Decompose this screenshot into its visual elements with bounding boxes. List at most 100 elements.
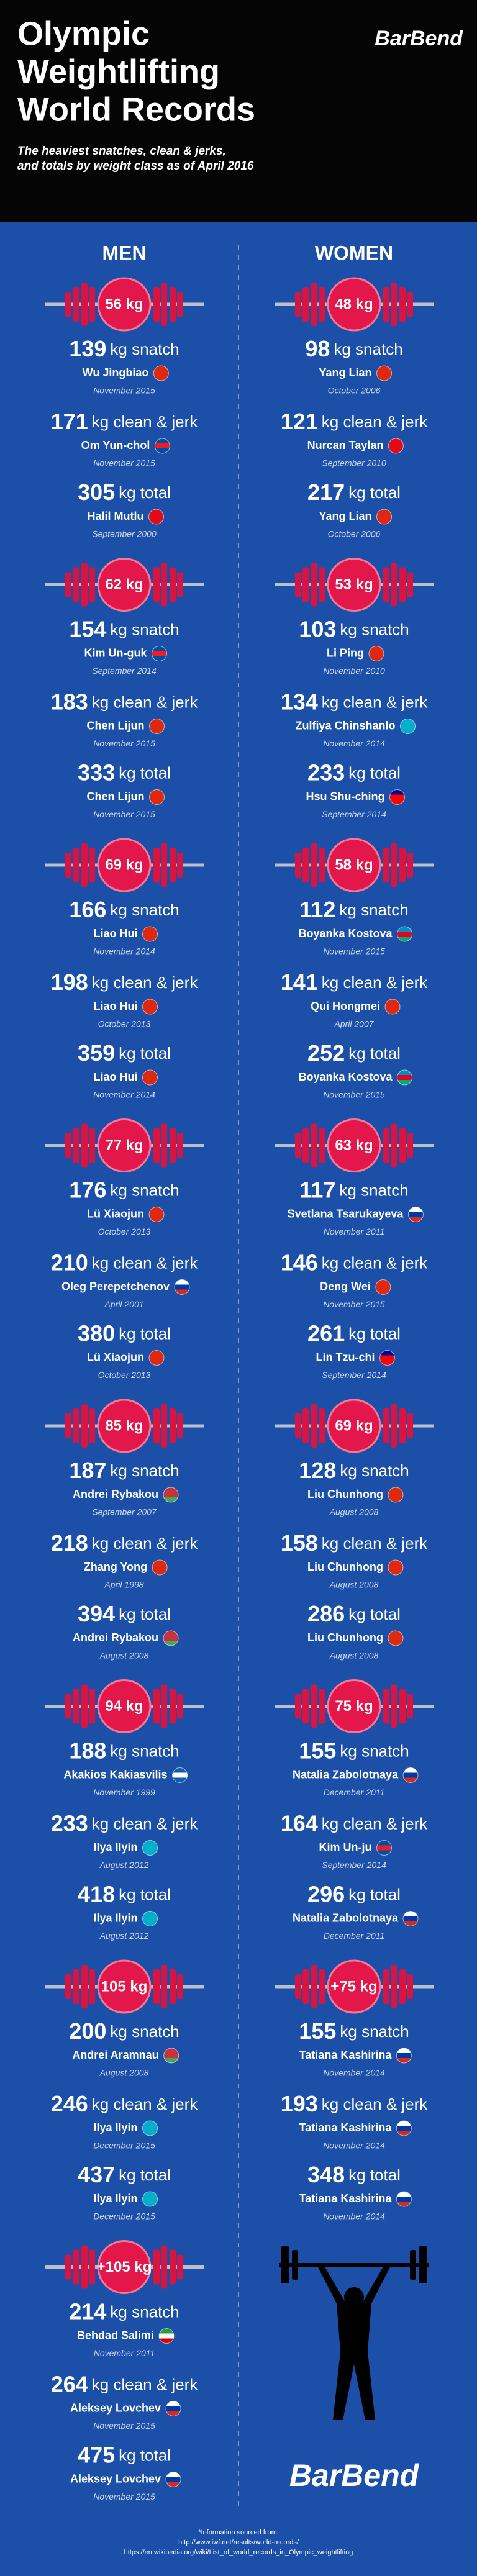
weight-class: 85 kg 187 kg snatch Andrei Rybakou September… bbox=[45, 1399, 204, 1661]
barbell-plate bbox=[161, 563, 167, 607]
flag-stripe bbox=[149, 1355, 164, 1361]
class-label: 63 kg bbox=[335, 1137, 373, 1154]
barbell-plate bbox=[65, 1974, 71, 1999]
barbell-plate bbox=[302, 1128, 309, 1163]
barbell-plate bbox=[153, 2249, 160, 2285]
record-date: October 2006 bbox=[328, 386, 381, 396]
flag bbox=[148, 509, 164, 524]
flag bbox=[149, 789, 165, 805]
athlete-name: Liao Hui bbox=[94, 927, 138, 940]
record-lift: kg snatch bbox=[110, 1181, 179, 1199]
barbell-plate bbox=[399, 1689, 406, 1724]
barbell-plate bbox=[170, 1969, 176, 2004]
barbell-plate bbox=[311, 1123, 317, 1168]
barbell-plate bbox=[73, 1408, 79, 1443]
record-lift: kg clean & jerk bbox=[92, 1534, 199, 1553]
barbell-plate bbox=[89, 848, 95, 882]
flag bbox=[149, 1207, 164, 1222]
record-date: November 2015 bbox=[93, 738, 155, 748]
record-lift: kg clean & jerk bbox=[92, 973, 199, 992]
record-value-line: 475 kg total bbox=[78, 2442, 171, 2467]
record-value: 305 bbox=[78, 479, 115, 505]
flag bbox=[396, 2192, 412, 2206]
record-value: 296 bbox=[307, 1881, 345, 1907]
flag-stripe bbox=[149, 1360, 164, 1366]
flag-stripe bbox=[163, 1487, 179, 1493]
flag-stripe bbox=[159, 2328, 175, 2334]
class-badge bbox=[97, 2240, 152, 2294]
flag-stripe bbox=[396, 2126, 412, 2131]
flag-rim bbox=[142, 2120, 158, 2136]
flag bbox=[153, 366, 169, 381]
record-value: 141 bbox=[281, 969, 318, 995]
flag-stripe bbox=[375, 1284, 391, 1290]
barbell-plate bbox=[319, 287, 325, 322]
flag-stripe bbox=[142, 1009, 158, 1014]
athlete-name: Liao Hui bbox=[94, 1000, 138, 1012]
flag-rim bbox=[172, 1767, 188, 1783]
flag-stripe bbox=[396, 2058, 412, 2063]
flag bbox=[142, 2121, 158, 2136]
record-value: 158 bbox=[281, 1530, 318, 1556]
flag-stripe bbox=[142, 932, 158, 937]
class-badge bbox=[97, 1118, 152, 1172]
record-value-line: 158 kg clean & jerk bbox=[281, 1530, 429, 1556]
flag-rim bbox=[158, 2328, 175, 2344]
barbell-plate bbox=[302, 848, 309, 882]
record-value: 217 bbox=[307, 479, 345, 505]
barbell-plate bbox=[170, 287, 176, 322]
barbell-plate bbox=[65, 572, 71, 597]
athlete-name: Boyanka Kostova bbox=[298, 927, 393, 940]
flag bbox=[142, 1070, 158, 1085]
weight-class: 75 kg 155 kg snatch Natalia Zabolotnaya Dece… bbox=[275, 1679, 434, 1941]
record-value-line: 214 kg snatch bbox=[69, 2298, 179, 2324]
record-date: November 2015 bbox=[93, 458, 155, 468]
flag-stripe bbox=[376, 1840, 392, 1846]
flag-rim bbox=[402, 1911, 419, 1926]
subtitle-line: and totals by weight class as of April 2… bbox=[17, 160, 254, 173]
flag bbox=[159, 2328, 175, 2344]
flag bbox=[379, 1350, 395, 1366]
flag-rim bbox=[375, 1279, 391, 1295]
flag-stripe bbox=[142, 2126, 158, 2131]
record-lift: kg snatch bbox=[340, 2022, 409, 2041]
barbell-plate bbox=[311, 283, 317, 326]
record-value-line: 246 kg clean & jerk bbox=[51, 2091, 199, 2116]
record-date: August 2008 bbox=[329, 1580, 379, 1590]
barbell-plate bbox=[161, 1965, 167, 2008]
record-date: August 2008 bbox=[329, 1651, 379, 1661]
record-date: April 2001 bbox=[104, 1299, 143, 1309]
athlete-name: Chen Lijun bbox=[87, 719, 145, 732]
record-value-line: 164 kg clean & jerk bbox=[281, 1810, 429, 1836]
weight-class: 69 kg 166 kg snatch Liao Hui November 2014 19… bbox=[45, 838, 204, 1100]
record-date: November 2014 bbox=[93, 946, 155, 956]
record-lift: kg clean & jerk bbox=[322, 2095, 429, 2113]
flag bbox=[142, 1840, 158, 1856]
barbell-plate bbox=[65, 1133, 71, 1158]
barbell-plate bbox=[161, 843, 167, 887]
barbell-plate bbox=[170, 1689, 176, 1724]
flag-stripe bbox=[376, 376, 392, 381]
weight-class: 69 kg 128 kg snatch Liu Chunhong August 2008… bbox=[275, 1399, 434, 1661]
record-value: 233 bbox=[51, 1810, 88, 1836]
record-value-line: 418 kg total bbox=[78, 1881, 171, 1907]
flag-stripe bbox=[155, 443, 170, 449]
record-value-line: 380 kg total bbox=[78, 1320, 171, 1346]
class-badge bbox=[327, 1118, 381, 1172]
record-lift: kg snatch bbox=[110, 2302, 179, 2321]
record-lift: kg clean & jerk bbox=[92, 1253, 199, 1272]
flag-stripe bbox=[403, 1772, 419, 1778]
flag bbox=[376, 366, 392, 381]
flag-stripe bbox=[159, 2338, 175, 2344]
flag-rim bbox=[396, 2120, 412, 2136]
flag-rim bbox=[396, 2048, 412, 2064]
flag bbox=[163, 1487, 179, 1502]
record-value: 252 bbox=[307, 1040, 345, 1066]
record-date: October 2013 bbox=[98, 1227, 151, 1236]
flag-stripe bbox=[369, 646, 384, 651]
flag bbox=[388, 1487, 403, 1502]
record-lift: kg snatch bbox=[110, 1741, 179, 1760]
athlete-name: Liu Chunhong bbox=[307, 1561, 383, 1573]
barbell-plate bbox=[177, 572, 183, 597]
